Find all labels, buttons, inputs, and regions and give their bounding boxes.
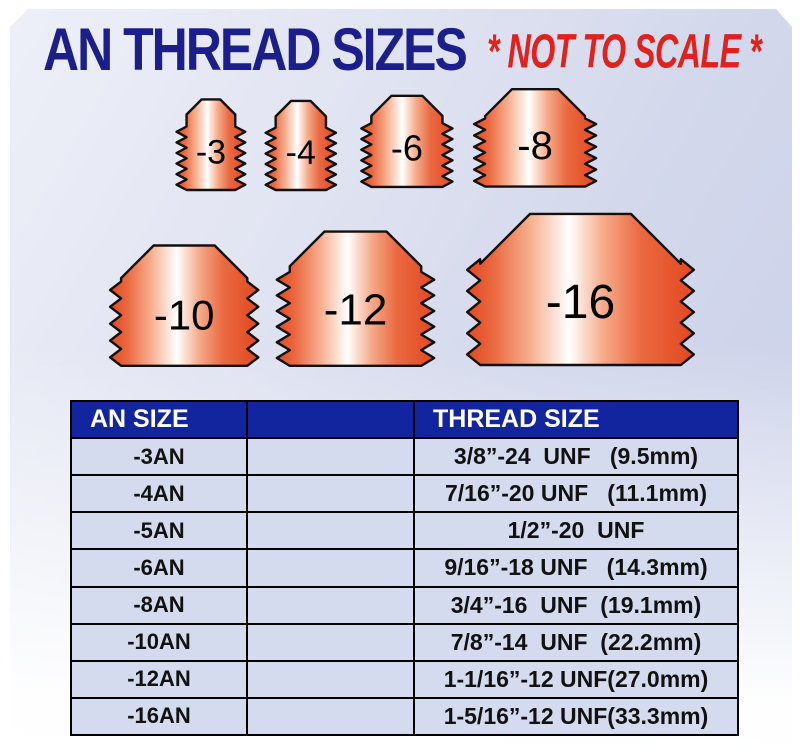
svg-text:-12: -12 [324, 286, 388, 335]
svg-text:-16: -16 [546, 276, 615, 329]
svg-text:-6: -6 [391, 127, 423, 168]
svg-text:-3: -3 [196, 133, 226, 171]
svg-text:-8: -8 [517, 124, 553, 168]
svg-text:-4: -4 [286, 134, 316, 172]
svg-text:-10: -10 [154, 292, 215, 339]
